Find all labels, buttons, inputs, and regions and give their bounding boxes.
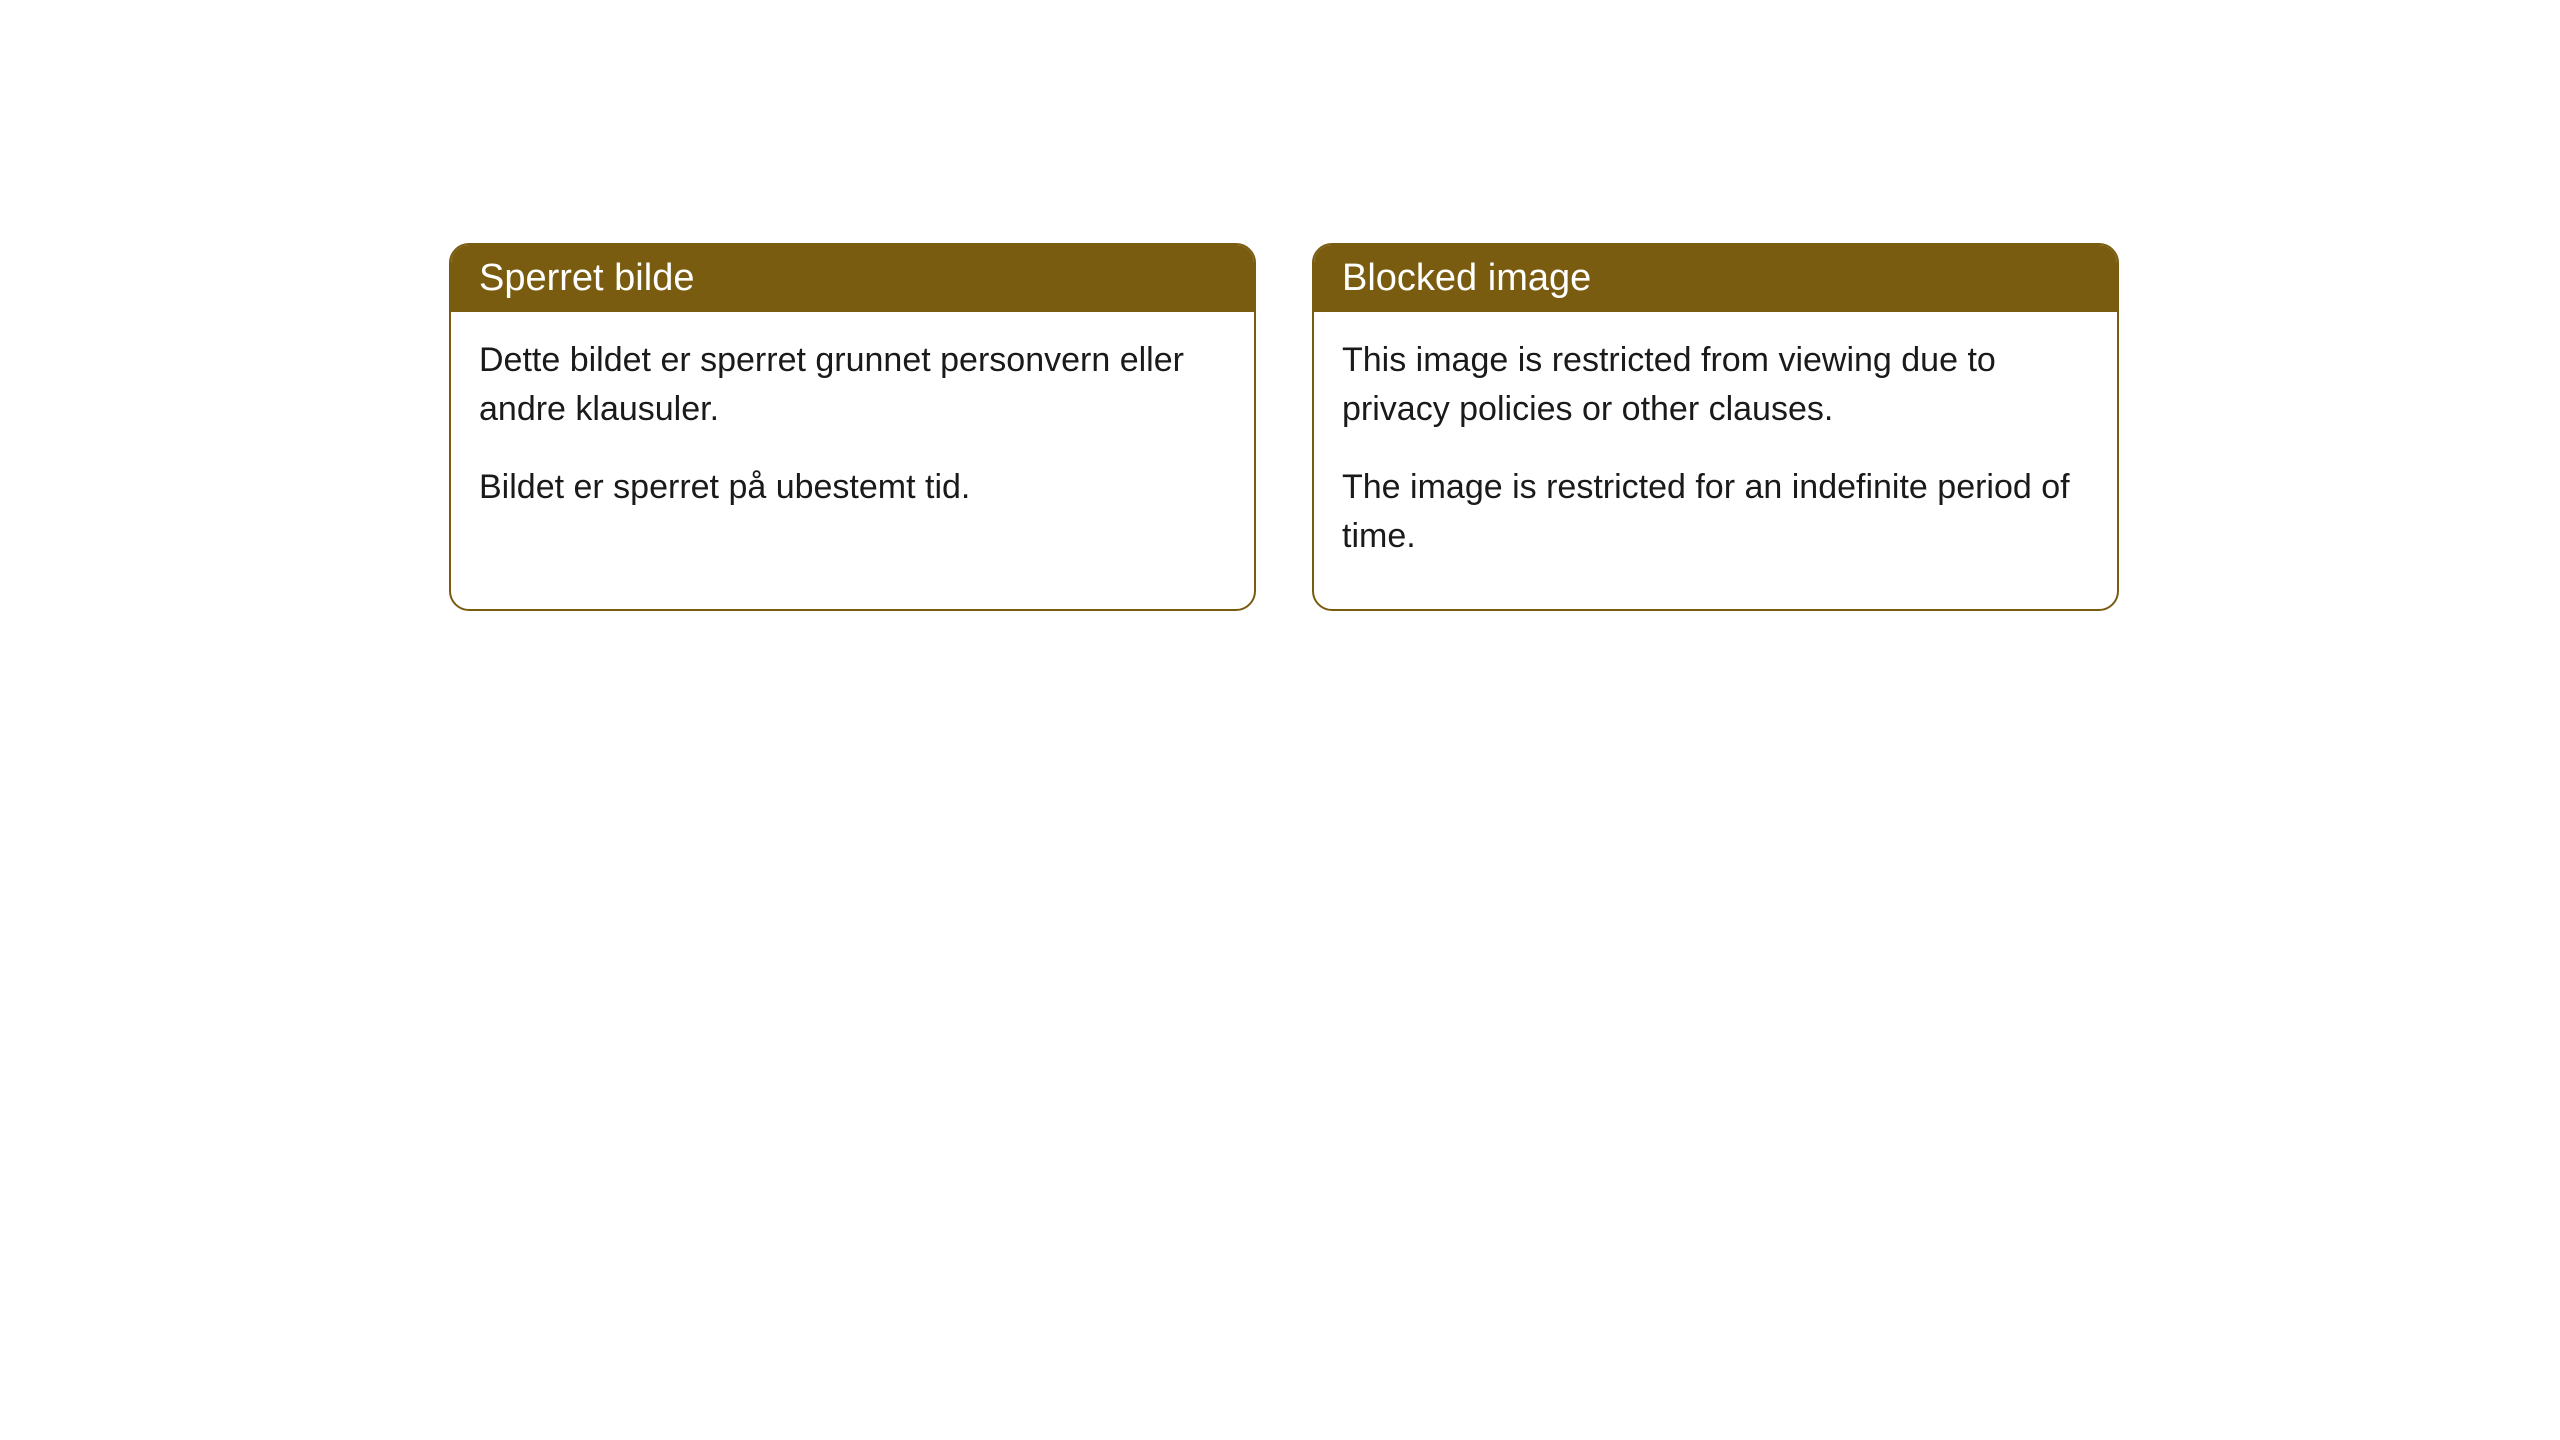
card-title: Blocked image — [1342, 257, 1591, 299]
card-body: This image is restricted from viewing du… — [1314, 312, 2117, 609]
card-title: Sperret bilde — [479, 257, 694, 299]
card-body: Dette bildet er sperret grunnet personve… — [451, 312, 1254, 560]
notice-cards-container: Sperret bilde Dette bildet er sperret gr… — [449, 243, 2119, 611]
card-paragraph: Dette bildet er sperret grunnet personve… — [479, 336, 1226, 435]
notice-card-english: Blocked image This image is restricted f… — [1312, 243, 2119, 611]
notice-card-norwegian: Sperret bilde Dette bildet er sperret gr… — [449, 243, 1256, 611]
card-paragraph: The image is restricted for an indefinit… — [1342, 463, 2089, 562]
card-header: Sperret bilde — [451, 245, 1254, 312]
card-header: Blocked image — [1314, 245, 2117, 312]
card-paragraph: This image is restricted from viewing du… — [1342, 336, 2089, 435]
card-paragraph: Bildet er sperret på ubestemt tid. — [479, 463, 1226, 512]
